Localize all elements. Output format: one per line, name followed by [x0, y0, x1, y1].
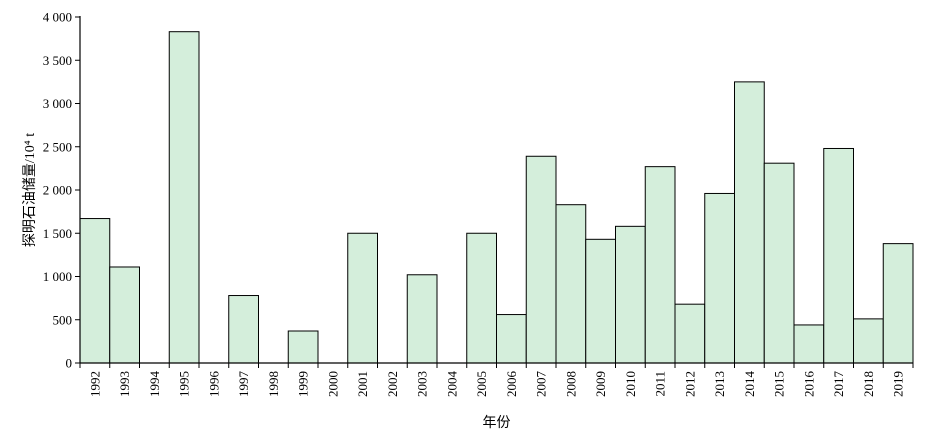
- y-tick-label: 1 000: [43, 269, 72, 284]
- x-tick-label: 1995: [177, 371, 192, 397]
- y-tick-label: 0: [66, 356, 73, 371]
- x-tick-label: 2009: [593, 371, 608, 397]
- y-tick-label: 1 500: [43, 226, 72, 241]
- x-tick-label: 2018: [861, 371, 876, 397]
- y-tick-label: 3 000: [43, 96, 72, 111]
- x-tick-label: 2015: [772, 371, 787, 397]
- bar-2012: [674, 303, 706, 364]
- x-tick-label: 2002: [385, 371, 400, 397]
- x-tick-label: 2001: [355, 371, 370, 397]
- bar-2010: [615, 225, 646, 364]
- bar-2015: [763, 162, 795, 364]
- bar-2019: [882, 243, 914, 364]
- x-tick-label: 1993: [117, 371, 132, 397]
- y-tick-label: 2 000: [43, 183, 72, 198]
- bar-2016: [793, 324, 825, 364]
- y-tick-label: 3 500: [43, 53, 72, 68]
- x-tick-label: 1996: [206, 371, 221, 398]
- x-tick-label: 2010: [623, 371, 638, 397]
- x-tick-label: 1998: [266, 371, 281, 397]
- bar-2014: [734, 81, 765, 364]
- x-tick-label: 2006: [504, 371, 519, 398]
- bar-2013: [704, 192, 735, 364]
- bar-2006: [496, 314, 527, 364]
- x-tick-label: 2008: [563, 371, 578, 397]
- bar-1999: [287, 330, 319, 364]
- x-tick-label: 1999: [296, 371, 311, 397]
- x-tick-label: 2013: [712, 371, 727, 397]
- bar-2008: [555, 204, 587, 364]
- bar-2003: [406, 274, 438, 364]
- x-ticks-group: 1992 1993 1994 1995 1996 1997 1998 1999 2000 2001…: [79, 363, 914, 398]
- x-tick-label: 2011: [653, 371, 668, 397]
- y-axis-title: 探明石油储量/10⁴ t: [22, 133, 38, 247]
- y-tick-label: 500: [53, 312, 73, 327]
- x-tick-label: 2007: [534, 371, 549, 398]
- y-tick-label: 2 500: [43, 139, 72, 154]
- bar-2001: [347, 232, 378, 364]
- x-tick-label: 2000: [325, 371, 340, 397]
- x-tick-label: 1992: [87, 371, 102, 397]
- x-tick-label: 2019: [891, 371, 906, 397]
- bar-1997: [228, 295, 259, 364]
- x-tick-label: 2017: [831, 371, 846, 398]
- bar-2018: [853, 318, 884, 364]
- bar-2005: [466, 232, 497, 364]
- bar-2007: [525, 155, 557, 364]
- y-ticks-group: 0 500 1 000 1 500 2 000 2 500 3 000 3 500 4 000: [43, 10, 80, 371]
- x-tick-label: 2004: [444, 371, 459, 398]
- x-tick-label: 2003: [415, 371, 430, 397]
- x-tick-label: 1994: [147, 371, 162, 398]
- x-tick-label: 2012: [682, 371, 697, 397]
- bars-group: [79, 31, 914, 364]
- bar-2017: [823, 147, 854, 364]
- bar-1992: [79, 218, 111, 364]
- bar-2009: [585, 238, 616, 364]
- x-axis-title: 年份: [483, 415, 511, 431]
- x-tick-label: 2014: [742, 371, 757, 398]
- bar-2011: [644, 166, 676, 364]
- y-tick-label: 4 000: [43, 10, 72, 25]
- x-tick-label: 2016: [801, 371, 816, 398]
- bar-1993: [109, 266, 140, 364]
- x-tick-label: 1997: [236, 371, 251, 398]
- x-tick-label: 2005: [474, 371, 489, 397]
- bar-1995: [168, 31, 200, 364]
